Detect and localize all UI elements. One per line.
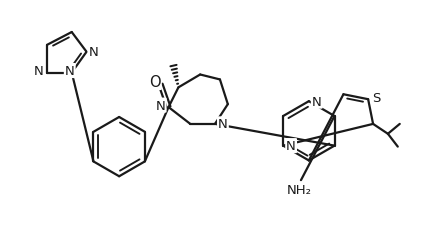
Text: NH₂: NH₂: [286, 183, 312, 196]
Text: N: N: [65, 65, 74, 78]
Text: N: N: [89, 46, 98, 59]
Text: N: N: [156, 99, 166, 112]
Text: N: N: [33, 65, 43, 78]
Text: N: N: [312, 95, 321, 108]
Text: O: O: [149, 75, 160, 90]
Text: S: S: [372, 91, 380, 104]
Text: N: N: [286, 140, 296, 152]
Text: N: N: [218, 118, 228, 131]
